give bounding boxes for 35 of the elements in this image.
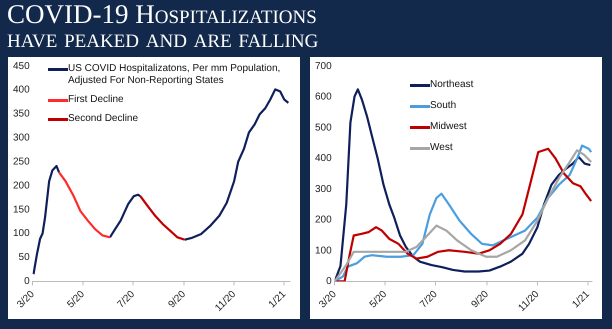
x-tick-label: 7/20 — [116, 288, 138, 310]
y-tick-label: 300 — [12, 132, 30, 144]
legend-label: South — [430, 100, 456, 112]
legend-label: Midwest — [430, 121, 467, 133]
y-tick-label: 250 — [12, 156, 30, 168]
y-tick-label: 700 — [314, 60, 332, 72]
y-tick-label: 100 — [12, 228, 30, 240]
y-tick-label: 500 — [314, 122, 332, 134]
x-tick-label: 9/20 — [469, 288, 492, 310]
x-tick-label: 7/20 — [418, 288, 440, 310]
legend-label: First Decline — [68, 94, 124, 106]
y-tick-label: 150 — [12, 204, 30, 216]
y-tick-label: 200 — [12, 180, 30, 192]
x-tick-label: 1/21 — [570, 288, 592, 310]
y-tick-label: 300 — [314, 184, 332, 195]
y-tick-label: 350 — [12, 108, 30, 120]
y-tick-label: 600 — [314, 92, 332, 103]
legend-label: Second Decline — [68, 113, 138, 125]
y-tick-label: 400 — [12, 84, 30, 96]
x-tick-label: 1/21 — [266, 288, 289, 310]
x-tick-label: 5/20 — [368, 288, 390, 310]
legend-label: Northeast — [430, 79, 474, 91]
y-tick-label: 200 — [314, 214, 332, 226]
legend-label: West — [430, 142, 453, 154]
x-tick-label: 3/20 — [15, 288, 38, 310]
y-tick-label: 50 — [18, 252, 30, 264]
y-tick-label: 450 — [12, 60, 30, 72]
y-tick-label: 400 — [314, 153, 332, 164]
x-tick-label: 5/20 — [65, 288, 88, 310]
x-tick-label: 9/20 — [166, 288, 188, 310]
y-tick-label: 0 — [24, 276, 30, 288]
y-tick-label: 100 — [314, 245, 332, 256]
y-tick-label: 0 — [326, 276, 332, 288]
legend-label: US COVID Hospitalizatons, Per mm Population, Adjusted For Non-Reporting States — [68, 63, 282, 87]
x-tick-label: 3/20 — [317, 288, 340, 310]
